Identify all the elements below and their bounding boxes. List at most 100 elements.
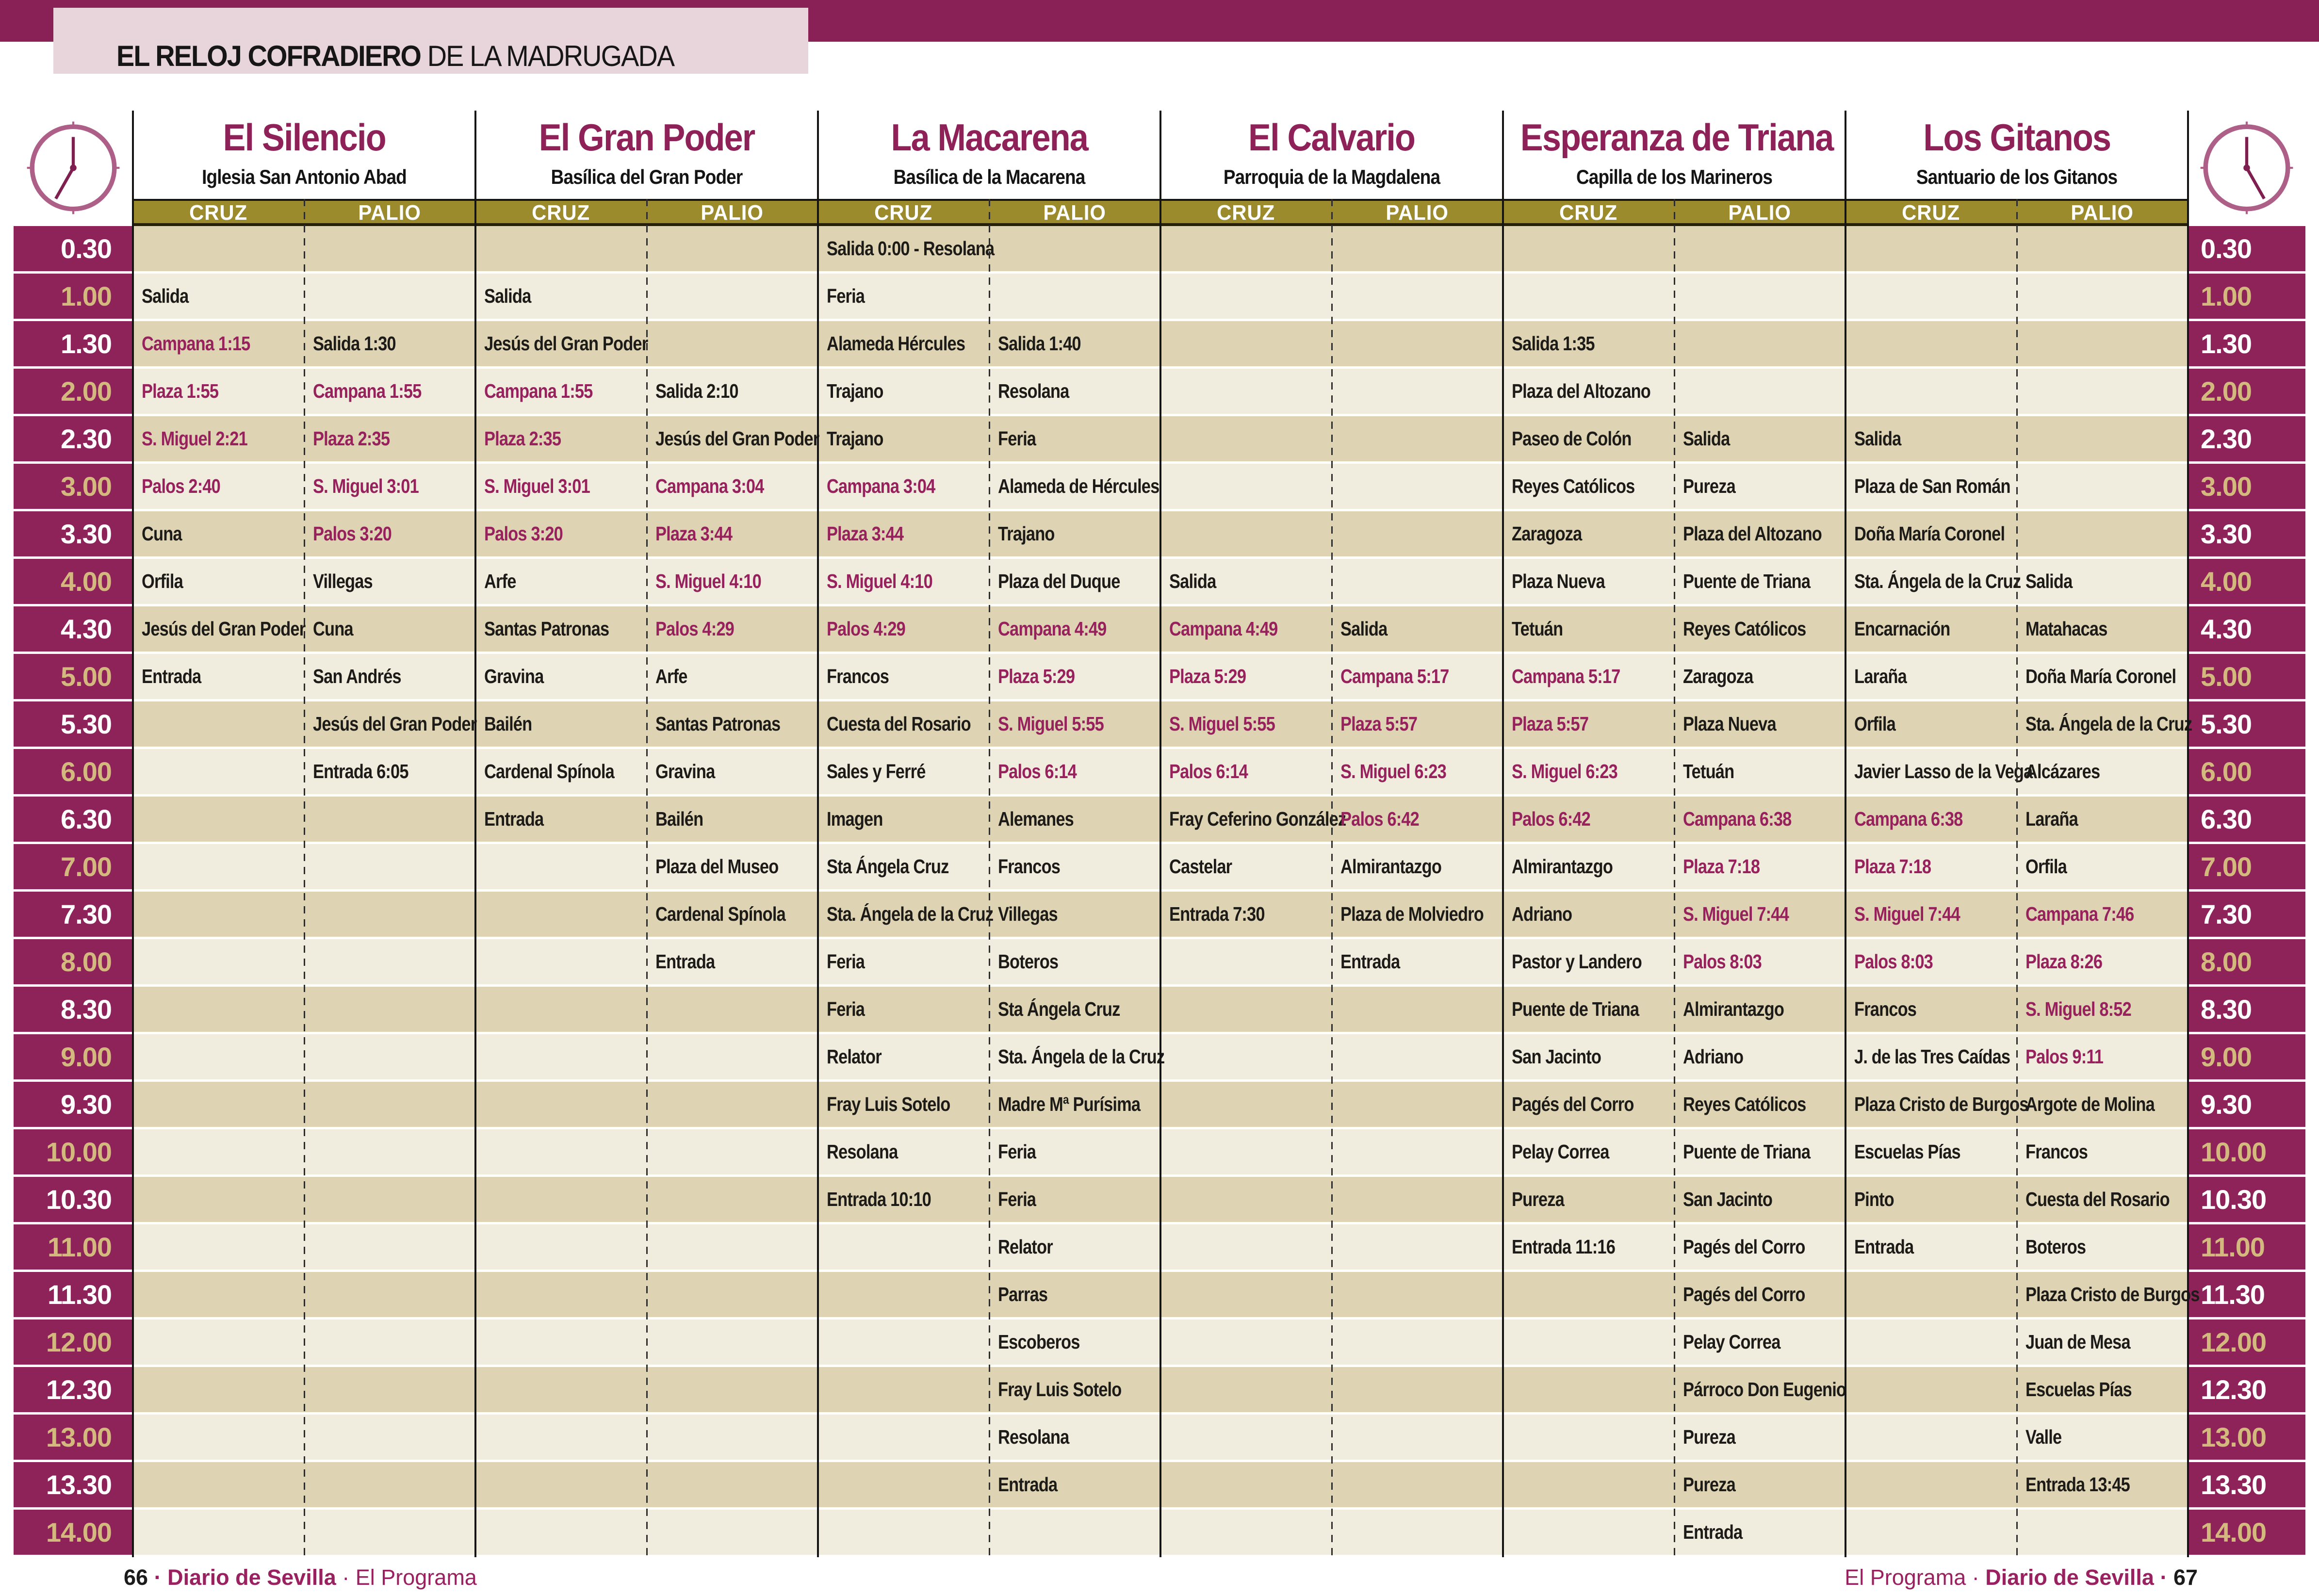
schedule-cell-text: Francos — [2025, 1140, 2088, 1163]
schedule-cell-text: Salida 1:30 — [313, 332, 396, 355]
schedule-cell-text: Plaza 1:55 — [142, 380, 219, 402]
schedule-cell — [133, 939, 304, 984]
footer-left: 66 · Diario de Sevilla · El Programa — [124, 1563, 477, 1592]
time-cell-right: 3.00 — [2188, 464, 2305, 509]
schedule-cell-text: Campana 1:55 — [484, 380, 593, 402]
time-label: 6.00 — [61, 756, 112, 787]
time-label: 11.00 — [47, 1232, 112, 1262]
time-cell-left: 6.00 — [14, 749, 133, 794]
schedule-cell: Trajano — [989, 511, 1160, 556]
footer-right: El Programa · Diario de Sevilla · 67 — [1845, 1563, 2198, 1592]
schedule-cell: Entrada 6:05 — [304, 749, 475, 794]
schedule-cell-text: Trajano — [998, 522, 1055, 545]
brotherhood-header: El Calvario Parroquia de la Magdalena — [1160, 111, 1503, 219]
time-label: 1.00 — [61, 281, 112, 311]
schedule-cell — [304, 274, 475, 319]
schedule-cell — [1845, 1367, 2017, 1412]
schedule-cell-text: S. Miguel 5:55 — [998, 713, 1104, 735]
table-row: 10.30 Entrada 10:10 Feria Pureza San Jacinto… — [14, 1177, 2305, 1224]
schedule-cell — [647, 1462, 818, 1507]
schedule-cell-text: Tetuán — [1512, 618, 1563, 640]
schedule-cell-text: Alcázares — [2025, 760, 2100, 782]
schedule-cell: Fray Ceferino González — [1160, 797, 1346, 842]
time-cell-right: 12.30 — [2188, 1367, 2305, 1412]
schedule-cell — [2017, 1510, 2188, 1555]
schedule-cell-text: Orfila — [1854, 713, 1896, 735]
schedule-cell-text: Entrada — [142, 665, 201, 687]
schedule-cell — [647, 274, 818, 319]
schedule-cell: Plaza 2:35 — [475, 416, 647, 461]
page-number-left: 66 — [124, 1565, 148, 1590]
schedule-cell — [818, 1462, 989, 1507]
column-label: CRUZ — [1559, 201, 1618, 225]
page-title: EL RELOJ COFRADIERO DE LA MADRUGADA — [116, 42, 675, 71]
cruz-column-header: CRUZ — [475, 201, 647, 225]
time-cell-left: 0.30 — [14, 226, 133, 271]
schedule-cell-text: Bailén — [655, 808, 703, 830]
time-label: 9.30 — [2201, 1089, 2252, 1120]
schedule-cell: Feria — [989, 1177, 1160, 1222]
schedule-cell — [1503, 1319, 1674, 1365]
time-cell-right: 7.30 — [2188, 892, 2305, 937]
schedule-cell: Campana 5:17 — [1503, 654, 1674, 699]
time-cell-left: 4.00 — [14, 559, 133, 604]
schedule-cell-text: S. Miguel 3:01 — [313, 475, 419, 497]
schedule-cell-text: Sta. Ángela de la Cruz — [2025, 713, 2192, 735]
time-cell-left: 11.00 — [14, 1224, 133, 1270]
schedule-cell-text: Santas Patronas — [484, 618, 609, 640]
time-cell-right: 9.00 — [2188, 1034, 2305, 1079]
schedule-cell: Campana 6:38 — [1674, 797, 1845, 842]
time-label: 7.00 — [61, 851, 112, 882]
schedule-cell — [133, 1224, 304, 1270]
schedule-cell — [647, 987, 818, 1032]
schedule-cell-text: Pinto — [1854, 1188, 1894, 1210]
time-cell-left: 8.00 — [14, 939, 133, 984]
clock-icon — [27, 121, 120, 214]
schedule-cell-text: Párroco Don Eugenio — [1683, 1378, 1846, 1401]
schedule-cell — [475, 1462, 647, 1507]
table-row: 12.00 Escoberos Pelay Correa Juan de Mesa 12… — [14, 1319, 2305, 1367]
schedule-cell-text: Entrada — [998, 1473, 1058, 1496]
schedule-cell: Zaragoza — [1674, 654, 1845, 699]
column-label: PALIO — [1043, 201, 1107, 225]
schedule-cell: Villegas — [989, 892, 1160, 937]
schedule-cell — [1160, 1510, 1332, 1555]
schedule-cell-text: Fray Luis Sotelo — [998, 1378, 1122, 1401]
schedule-cell: Plaza 5:57 — [1332, 701, 1503, 747]
schedule-cell: Salida 1:35 — [1503, 321, 1674, 366]
footer-sep: · — [1966, 1565, 1986, 1590]
schedule-cell-text: Valle — [2025, 1426, 2062, 1448]
schedule-cell: Salida 1:30 — [304, 321, 475, 366]
time-label: 4.30 — [2201, 614, 2252, 644]
time-cell-right: 1.00 — [2188, 274, 2305, 319]
time-cell-left: 9.00 — [14, 1034, 133, 1079]
schedule-cell-text: Resolana — [827, 1140, 898, 1163]
column-label: CRUZ — [532, 201, 590, 225]
time-cell-right: 13.30 — [2188, 1462, 2305, 1507]
schedule-cell-text: Palos 8:03 — [1854, 950, 1933, 973]
schedule-cell — [1160, 321, 1332, 366]
schedule-cell: Campana 1:55 — [475, 369, 647, 414]
schedule-cell — [1332, 1129, 1503, 1174]
cruz-column-header: CRUZ — [1503, 201, 1674, 225]
schedule-cell — [1160, 464, 1332, 509]
schedule-cell: Francos — [1845, 987, 2017, 1032]
time-cell-right: 1.30 — [2188, 321, 2305, 366]
schedule-cell: Relator — [989, 1224, 1160, 1270]
schedule-cell: S. Miguel 7:44 — [1674, 892, 1845, 937]
schedule-cell — [1160, 1034, 1332, 1079]
time-label: 13.30 — [2201, 1469, 2267, 1500]
time-cell-right: 10.30 — [2188, 1177, 2305, 1222]
schedule-cell-text: Salida — [1683, 427, 1730, 450]
schedule-cell-text: Alemanes — [998, 808, 1074, 830]
schedule-cell: Palos 8:03 — [1845, 939, 2017, 984]
schedule-cell: Pureza — [1674, 464, 1845, 509]
time-cell-left: 7.30 — [14, 892, 133, 937]
time-label: 8.30 — [2201, 994, 2252, 1025]
schedule-cell-text: Laraña — [1854, 665, 1907, 687]
schedule-cell-text: Boteros — [998, 950, 1059, 973]
schedule-cell: Párroco Don Eugenio — [1674, 1367, 1846, 1412]
schedule-cell: Plaza del Museo — [647, 844, 818, 889]
schedule-cell: Entrada 13:45 — [2017, 1462, 2188, 1507]
schedule-cell-text: Salida 0:00 - Resolana — [827, 237, 995, 260]
